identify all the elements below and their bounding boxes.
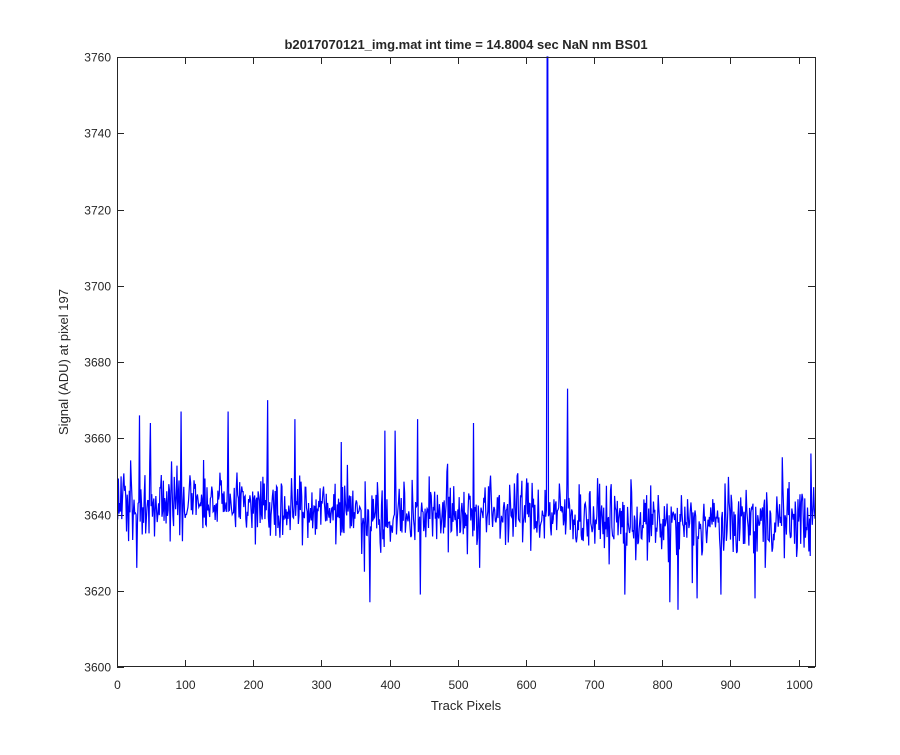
chart-title: b2017070121_img.mat int time = 14.8004 s…	[284, 37, 647, 52]
signal-series-line	[117, 56, 816, 610]
x-tick-label: 1000	[786, 678, 813, 692]
x-tick-label: 400	[380, 678, 400, 692]
x-tick-label: 100	[175, 678, 195, 692]
y-tick-label: 3620	[84, 585, 111, 599]
x-tick-label: 700	[584, 678, 604, 692]
plot-area-background	[117, 57, 816, 667]
y-tick-label: 3720	[84, 204, 111, 218]
x-tick-label: 0	[114, 678, 121, 692]
x-tick-label: 200	[243, 678, 263, 692]
x-axis-ticks: 0 100 200 300 400 500 600 700 800 900 1000	[114, 57, 813, 692]
y-tick-label: 3760	[84, 51, 111, 65]
y-tick-label: 3740	[84, 127, 111, 141]
y-axis-ticks: 3600 3620 3640 3660 3680 3700 3720 3740 3760	[84, 51, 815, 675]
y-axis-label: Signal (ADU) at pixel 197	[56, 289, 71, 435]
plot-area-frame	[117, 57, 816, 667]
x-tick-label: 300	[311, 678, 331, 692]
y-tick-label: 3660	[84, 432, 111, 446]
series-group	[117, 56, 816, 610]
x-tick-label: 900	[720, 678, 740, 692]
y-tick-label: 3640	[84, 509, 111, 523]
y-tick-label: 3600	[84, 661, 111, 675]
x-axis-label: Track Pixels	[431, 698, 502, 713]
x-tick-label: 600	[516, 678, 536, 692]
x-tick-label: 500	[448, 678, 468, 692]
x-tick-label: 800	[652, 678, 672, 692]
y-tick-label: 3700	[84, 280, 111, 294]
y-tick-label: 3680	[84, 356, 111, 370]
